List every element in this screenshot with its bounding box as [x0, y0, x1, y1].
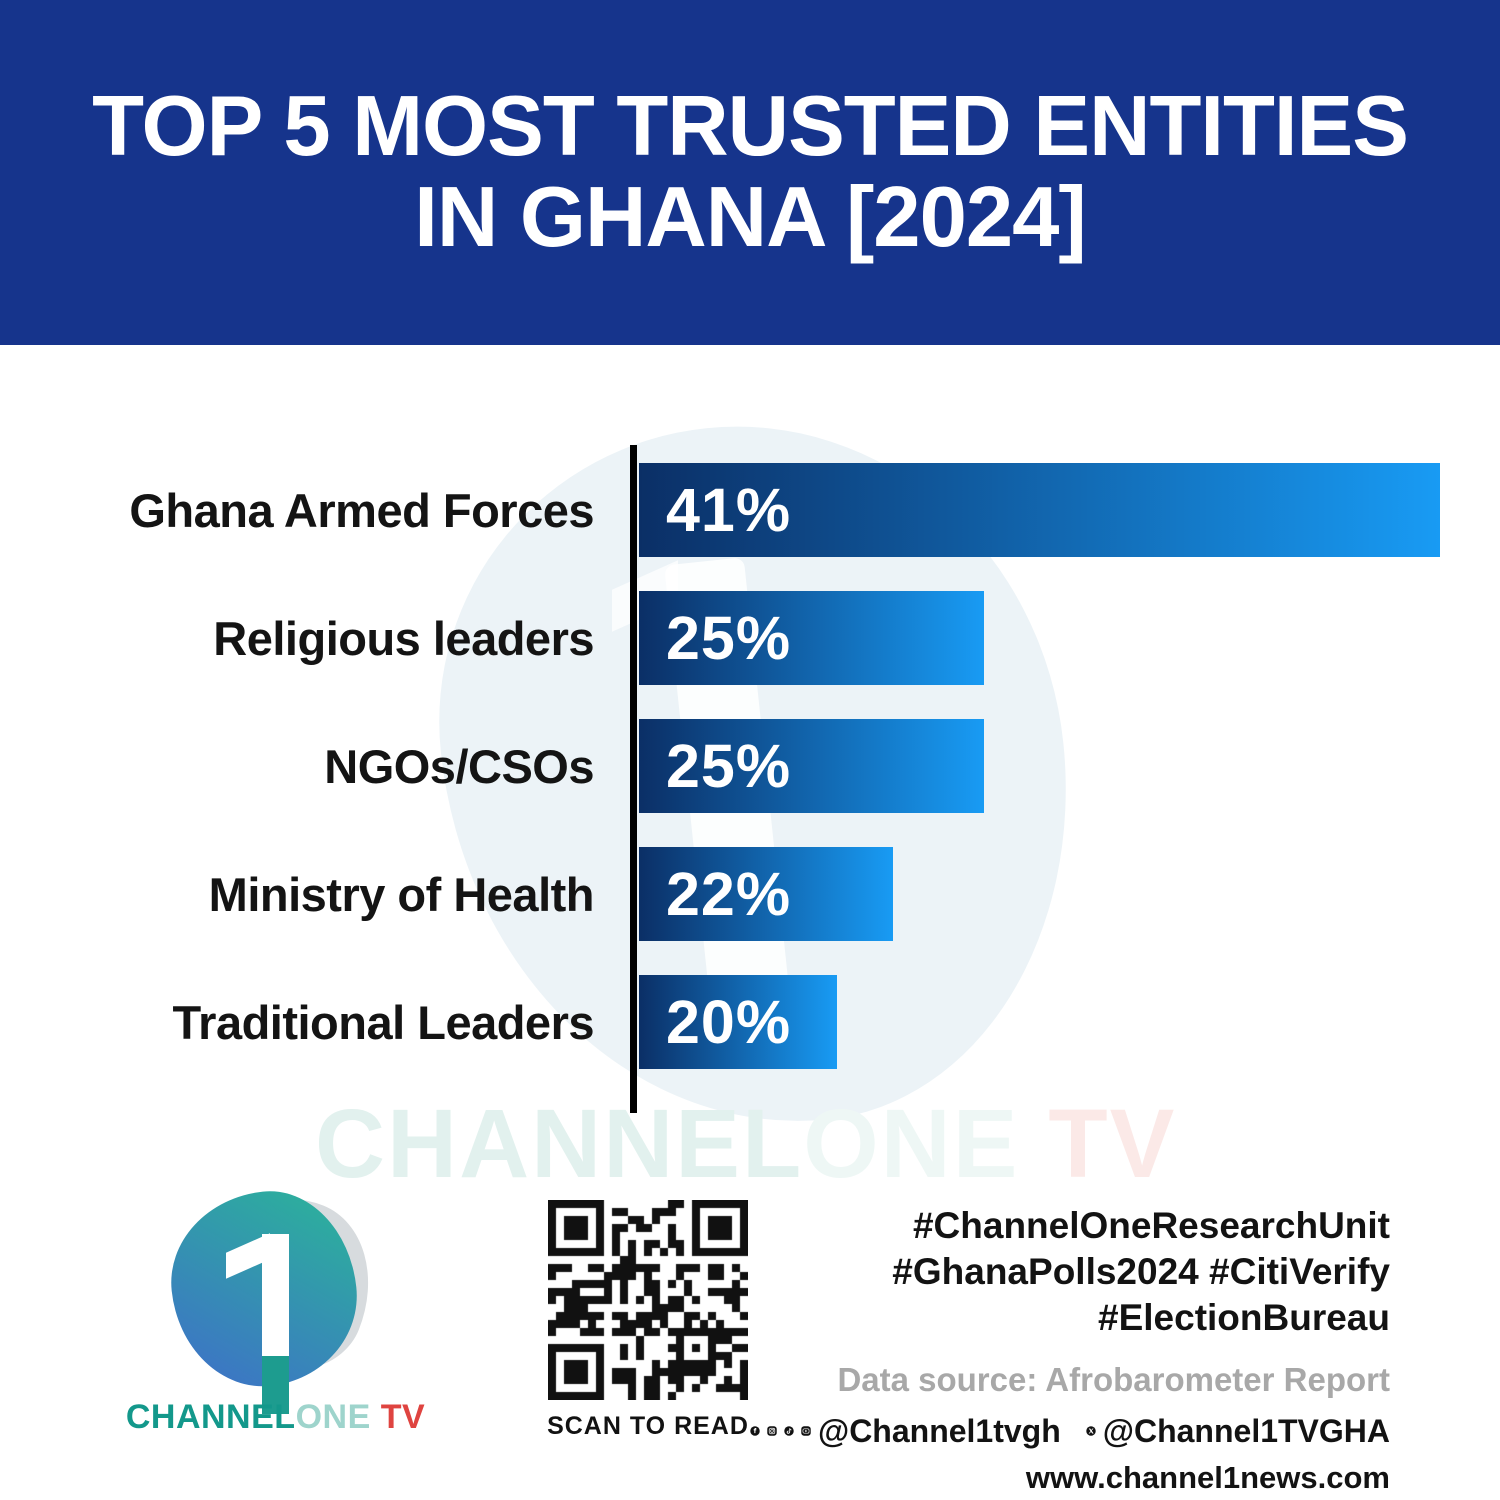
tiktok-icon[interactable] [784, 1413, 794, 1449]
website-url[interactable]: www.channel1news.com [1025, 1459, 1390, 1495]
chart-row: NGOs/CSOs 25% [0, 719, 1500, 813]
category-label: Traditional Leaders [172, 995, 595, 1049]
bar-5: 20% [639, 975, 837, 1069]
wordmark-channel: CHANNEL [125, 1398, 296, 1436]
value-label: 25% [666, 604, 792, 672]
x-icon[interactable] [1086, 1413, 1096, 1449]
title-line-1: TOP 5 MOST TRUSTED ENTITIES [92, 79, 1409, 175]
category-label: Religious leaders [213, 611, 594, 665]
watermark-one: ONE [803, 1089, 1020, 1198]
watermark-tv: TV [1019, 1089, 1177, 1198]
social-row: @Channel1tvgh @Channel1TVGHA [750, 1413, 1390, 1450]
logo-digit-bar [262, 1234, 289, 1356]
value-label: 20% [666, 988, 792, 1056]
watermark-channel: CHANNEL [315, 1089, 804, 1198]
header-banner: TOP 5 MOST TRUSTED ENTITIES IN GHANA [20… [0, 0, 1500, 345]
bar-3: 25% [639, 719, 984, 813]
hashtag-line-3: #ElectionBureau [1098, 1296, 1390, 1338]
value-label: 25% [666, 732, 792, 800]
logo-wordmark: CHANNELONE TV [118, 1398, 433, 1437]
chart-row: Ghana Armed Forces 41% [0, 463, 1500, 557]
data-source-label: Data source: Afrobarometer Report [837, 1360, 1390, 1398]
category-label: Ghana Armed Forces [129, 483, 594, 537]
value-label: 22% [666, 860, 792, 928]
category-label: Ministry of Health [208, 867, 595, 921]
footer-info-column: #ChannelOneResearchUnit #GhanaPolls2024 … [750, 1203, 1390, 1496]
qr-code[interactable] [548, 1200, 748, 1400]
category-label: NGOs/CSOs [324, 739, 594, 793]
y-axis-line [630, 445, 637, 1113]
qr-caption: SCAN TO READ [547, 1412, 749, 1440]
value-label: 41% [666, 476, 792, 544]
chart-rows: Ghana Armed Forces 41% Religious leaders 25… [0, 463, 1500, 1069]
chart-row: Traditional Leaders 20% [0, 975, 1500, 1069]
bar-2: 25% [639, 591, 984, 685]
bar-1: 41% [639, 463, 1440, 557]
chart-row: Religious leaders 25% [0, 591, 1500, 685]
bar-4: 22% [639, 847, 893, 941]
youtube-icon[interactable] [801, 1413, 811, 1449]
bar-chart: Ghana Armed Forces 41% Religious leaders 25… [0, 445, 1500, 1113]
wordmark-one: ONE [295, 1398, 371, 1436]
logo-digit-stem [262, 1356, 289, 1414]
hashtag-line-1: #ChannelOneResearchUnit [912, 1205, 1390, 1246]
instagram-icon[interactable] [767, 1413, 777, 1449]
handle-main[interactable]: @Channel1tvgh [817, 1412, 1061, 1449]
page-title: TOP 5 MOST TRUSTED ENTITIES IN GHANA [20… [92, 79, 1409, 265]
handle-x[interactable]: @Channel1TVGHA [1102, 1412, 1390, 1449]
hashtag-line-2: #GhanaPolls2024 #CitiVerify [892, 1250, 1390, 1292]
chart-row: Ministry of Health 22% [0, 847, 1500, 941]
channelone-tv-watermark: CHANNELONE TV [315, 1088, 1215, 1200]
wordmark-tv: TV [370, 1398, 426, 1436]
title-line-2: IN GHANA [2024] [414, 169, 1086, 265]
facebook-icon[interactable] [750, 1413, 760, 1449]
